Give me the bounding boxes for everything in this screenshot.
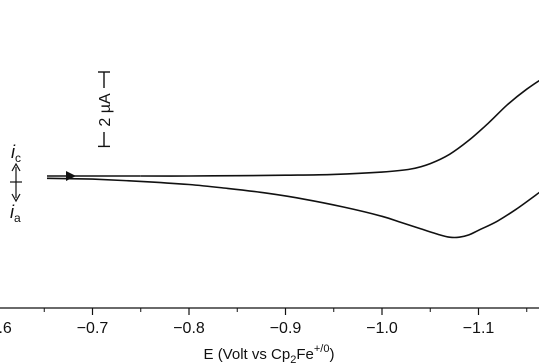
x-tick-label: −1.1 xyxy=(463,320,495,337)
reverse-scan-line xyxy=(92,178,539,239)
anodic-current-symbol: i xyxy=(10,202,15,222)
voltammogram-curve xyxy=(46,79,539,239)
x-tick-label: −0.7 xyxy=(77,320,109,337)
x-axis-title-sub: 2 xyxy=(290,354,296,364)
x-tick-label: −1.0 xyxy=(366,320,398,337)
x-axis-title-end: ) xyxy=(329,346,334,363)
anodic-current-label: ia xyxy=(10,202,21,225)
cathodic-current-symbol: i xyxy=(11,142,16,162)
up-arrow-head xyxy=(11,162,21,172)
x-axis: −0.6−0.7−0.8−0.9−1.0−1.1−1.2−1.3−1.4−1.5… xyxy=(0,307,539,364)
x-axis-title-mid: Fe xyxy=(296,346,314,363)
down-arrow-head xyxy=(11,193,21,203)
cathodic-current-label: ic xyxy=(11,142,21,165)
forward-scan-line xyxy=(140,79,539,177)
anodic-current-subscript: a xyxy=(14,211,21,225)
x-tick-label: −0.9 xyxy=(270,320,302,337)
cathodic-current-subscript: c xyxy=(15,151,21,165)
scale-bar-label: 2 µA xyxy=(97,93,114,127)
x-tick-label: −0.8 xyxy=(173,320,205,337)
x-axis-title-main: E (Volt vs Cp xyxy=(204,346,291,363)
x-axis-title: E (Volt vs Cp2Fe+/0) xyxy=(204,343,335,364)
scan-direction-arrow xyxy=(66,171,76,181)
x-tick-label: −0.6 xyxy=(0,320,12,337)
x-axis-title-sup: +/0 xyxy=(314,343,330,355)
current-scale-bar: 2 µA xyxy=(97,71,114,148)
